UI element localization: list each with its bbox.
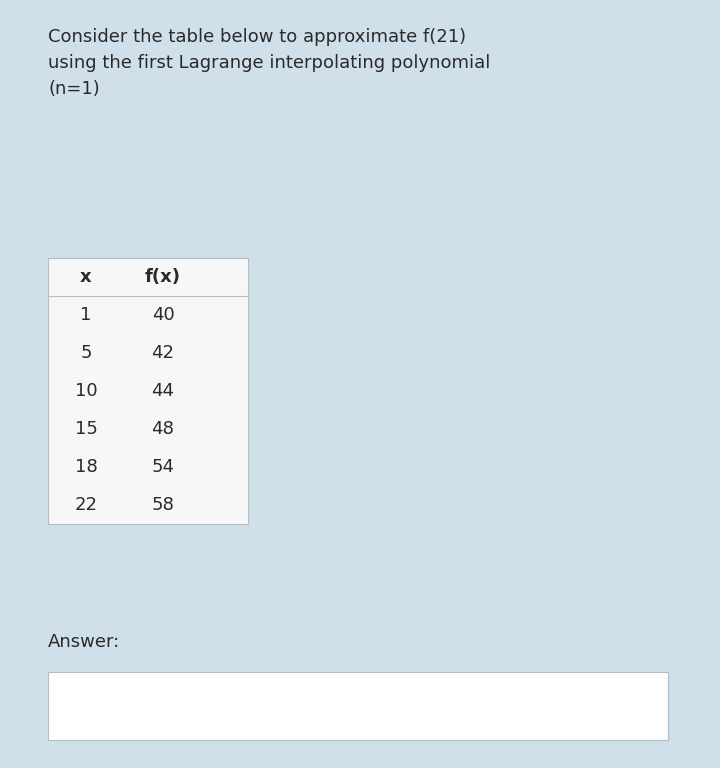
Text: 42: 42 <box>151 344 174 362</box>
Text: 48: 48 <box>152 420 174 438</box>
Text: 1: 1 <box>81 306 91 324</box>
Text: (n=1): (n=1) <box>48 80 100 98</box>
Text: x: x <box>80 268 92 286</box>
Text: f(x): f(x) <box>145 268 181 286</box>
Text: Answer:: Answer: <box>48 633 120 651</box>
Text: 18: 18 <box>75 458 97 476</box>
Text: 58: 58 <box>152 496 174 514</box>
Text: 22: 22 <box>74 496 97 514</box>
Text: 44: 44 <box>151 382 174 400</box>
Text: 40: 40 <box>152 306 174 324</box>
Text: 5: 5 <box>80 344 91 362</box>
Text: Consider the table below to approximate f(21): Consider the table below to approximate … <box>48 28 466 46</box>
Text: 15: 15 <box>75 420 97 438</box>
Text: 54: 54 <box>151 458 174 476</box>
FancyBboxPatch shape <box>48 672 668 740</box>
Text: 10: 10 <box>75 382 97 400</box>
FancyBboxPatch shape <box>48 258 248 524</box>
Text: using the first Lagrange interpolating polynomial: using the first Lagrange interpolating p… <box>48 54 490 72</box>
